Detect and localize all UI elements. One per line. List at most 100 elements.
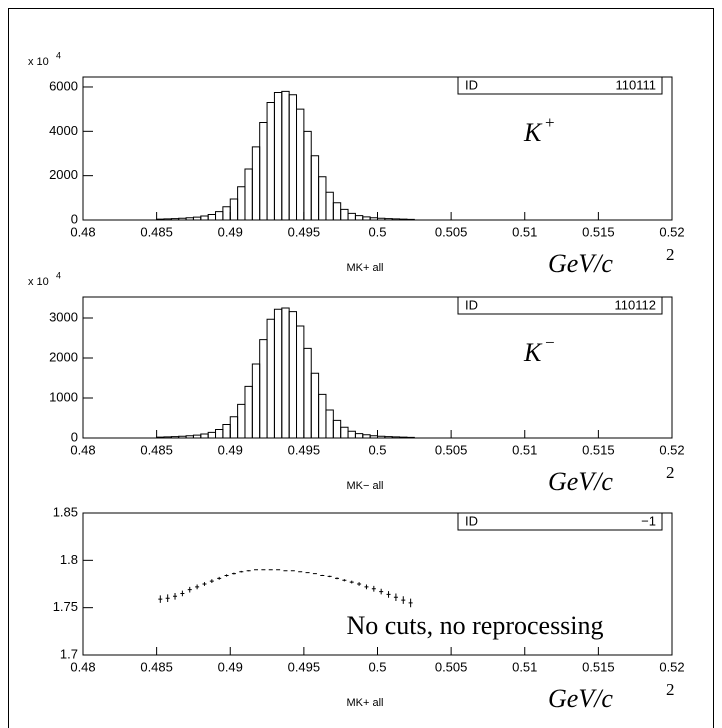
error-bar [276,569,281,571]
error-bar [195,584,200,590]
unit-label-exp: 2 [666,463,675,482]
error-bar [165,594,170,602]
id-value: −1 [641,513,656,528]
x-tick-label: 0.485 [140,659,173,674]
histogram-bin [318,176,327,220]
x-tick-label: 0.49 [218,659,243,674]
error-bar [202,582,207,586]
error-bar [312,573,317,575]
histogram-bin [288,94,298,220]
error-bar [379,588,384,595]
error-bar [320,574,325,577]
error-bar [335,577,340,580]
error-bar [298,571,303,573]
error-bar [224,574,229,577]
x-tick-label: 0.505 [435,659,468,674]
error-bar [254,569,259,571]
histogram-bin [244,385,253,438]
y-tick-label: 1.8 [60,552,78,567]
histogram-bin [266,318,275,438]
y-multiplier: x 10 [28,276,49,288]
error-bar [408,598,413,608]
histogram-bin [332,419,342,438]
x-tick-label: 0.495 [288,442,321,457]
histogram-bin [259,121,268,220]
x-tick-label: 0.495 [288,224,321,239]
error-bar [158,595,163,603]
x-tick-label: 0.5 [368,659,386,674]
error-bar [342,579,347,582]
id-value: 110111 [616,77,657,92]
histogram-bin [273,308,283,438]
error-bar [217,576,222,580]
x-tick-label: 0.48 [70,659,95,674]
x-tick-label: 0.485 [140,224,173,239]
error-bar [173,592,178,600]
x-tick-label: 0.48 [70,442,95,457]
y-tick-label: 3000 [49,309,78,324]
annotation-sup: + [545,113,555,132]
y-tick-label: 1.7 [60,646,78,661]
error-bar [187,586,192,593]
y-tick-label: 6000 [49,78,78,93]
histogram-bin [237,403,246,438]
error-bar [327,575,332,578]
error-bar [290,570,295,572]
y-tick-label: 2000 [49,349,78,364]
histogram-bin [310,372,320,438]
histogram-bin [215,211,224,220]
y-tick-label: 1.75 [53,599,78,614]
unit-label-exp: 2 [666,680,675,699]
error-bar [371,585,376,592]
histogram-bin [325,409,334,438]
error-bar [386,591,391,598]
y-multiplier-exp: 4 [56,270,61,280]
x-tick-label: 0.49 [218,442,243,457]
histogram-bin [200,433,209,438]
annotation: K [523,338,543,367]
x-tick-label: 0.495 [288,659,321,674]
x-tick-label: 0.485 [140,442,173,457]
annotation-sup: − [545,333,555,352]
x-tick-label: 0.51 [512,224,537,239]
unit-label: GeV/c [548,249,613,278]
x-tick-label: 0.515 [582,442,615,457]
plot-frame [82,76,673,221]
histogram-bin [229,416,239,438]
y-tick-label: 2000 [49,167,78,182]
histogram-bin [207,213,217,220]
error-bar [209,579,214,584]
error-bar [305,572,310,574]
unit-label-exp: 2 [666,245,675,264]
histogram-bin [244,168,253,220]
id-value: 110112 [615,297,656,312]
unit-label: GeV/c [548,467,613,496]
error-bar [357,582,362,586]
histogram-bin [207,431,217,438]
histogram-bin [251,363,261,438]
histogram-bin [303,130,312,220]
histogram-bin [222,424,231,438]
x-tick-label: 0.515 [582,659,615,674]
histogram-bin [347,430,356,438]
histogram-bin [332,202,342,220]
id-label: ID [465,513,478,528]
histogram-bin [281,90,290,220]
x-tick-label: 0.52 [659,224,684,239]
histogram-bin [347,212,356,220]
histogram-bin [340,426,349,438]
error-bar [246,570,251,572]
histogram-bin [406,436,415,438]
histogram-bin [222,206,231,220]
x-tick-label: 0.515 [582,224,615,239]
error-bar [239,570,244,573]
error-bar [283,570,288,572]
x-tick-label: 0.5 [368,224,386,239]
error-bar [180,590,185,597]
y-tick-label: 1000 [49,389,78,404]
plot-frame [82,296,673,439]
id-box [457,76,663,95]
histogram-bin [229,198,239,220]
y-tick-label: 0 [71,211,78,226]
